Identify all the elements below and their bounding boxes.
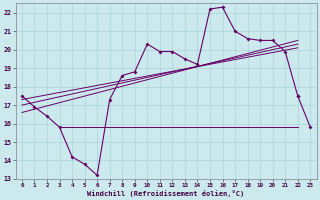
X-axis label: Windchill (Refroidissement éolien,°C): Windchill (Refroidissement éolien,°C) xyxy=(87,190,245,197)
